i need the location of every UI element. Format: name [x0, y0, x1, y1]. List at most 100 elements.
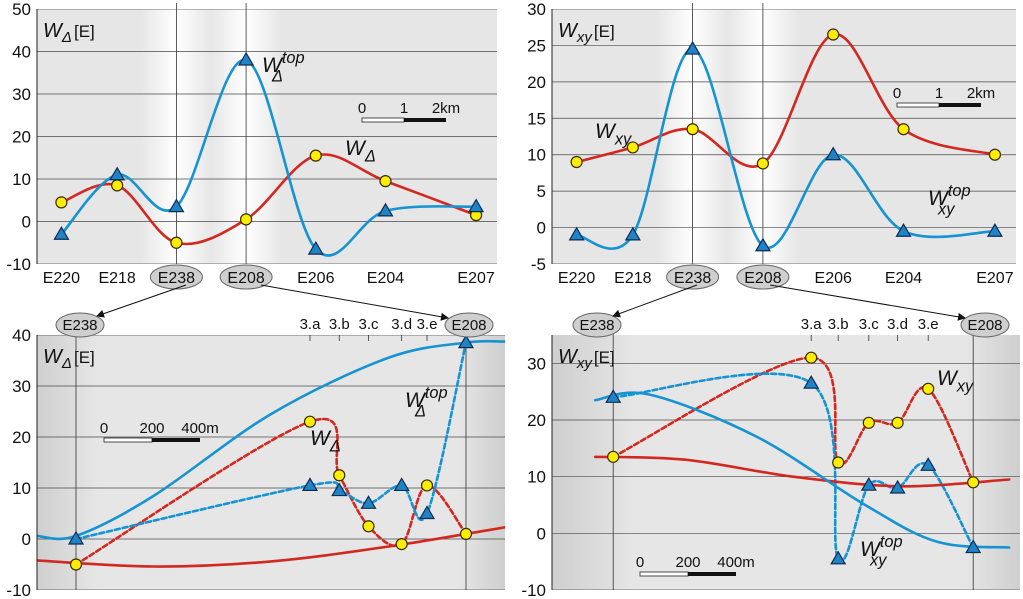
data-point-circle — [69, 558, 83, 571]
profile-label-3.c: 3.c — [358, 316, 379, 333]
ytick-label: 30 — [12, 85, 31, 104]
scalebar-top-right-label-2: 2km — [967, 85, 995, 102]
ytick-label: 20 — [527, 411, 546, 430]
arrow-e208-left — [260, 284, 449, 321]
data-point-triangle — [360, 495, 377, 509]
ytick-label: 10 — [12, 479, 31, 498]
xtick-label-E207: E207 — [976, 270, 1013, 287]
data-point-triangle — [238, 51, 255, 66]
ytick-label: 40 — [12, 326, 31, 345]
ytick-label: 20 — [527, 73, 546, 92]
data-point-circle — [988, 148, 1002, 161]
ytick-label: -10 — [6, 255, 31, 274]
data-point-circle — [111, 179, 124, 192]
data-point-circle — [967, 476, 980, 489]
well-shade-left — [552, 335, 636, 590]
profile-label-3.b: 3.b — [329, 316, 350, 333]
data-point-circle — [303, 415, 317, 428]
panel-bottom-right: 3.a 3.b 3.c 3.d 3.e -10 0 10 20 30 Wxy [E] Wxy Wtop xy… — [521, 316, 1020, 599]
scalebar-top-left-label-0: 0 — [358, 100, 366, 117]
ytick-label: 40 — [12, 43, 31, 62]
xtick-label-E206: E206 — [297, 270, 334, 287]
xtick-label-E204: E204 — [885, 270, 922, 287]
xtick-tag-E208 — [219, 264, 273, 290]
data-point-circle — [570, 155, 583, 169]
xtick-label-E206: E206 — [815, 270, 852, 287]
plot-area — [37, 335, 505, 590]
scalebar-top-right-label-1: 1 — [935, 85, 943, 102]
xtick-label-E238: E238 — [158, 270, 195, 287]
scalebar-bottom-right-label-0: 0 — [636, 554, 644, 571]
profile-label-3.e: 3.e — [417, 316, 438, 333]
data-point-triangle — [393, 477, 410, 492]
data-point-circle — [922, 382, 935, 395]
data-point-triangle — [684, 40, 701, 55]
profile-label-3.b: 3.b — [828, 316, 849, 333]
scalebar-top-right-white — [896, 102, 940, 108]
well-tag-right-start-label: E238 — [579, 317, 614, 334]
data-point-triangle — [53, 226, 70, 240]
annotation-w-delta: WΔ — [310, 427, 341, 455]
scalebar-bottom-right-label-2: 400m — [717, 554, 755, 571]
series-line-3 — [593, 391, 1011, 549]
xtick-label-E238: E238 — [674, 270, 711, 287]
data-point-triangle — [986, 223, 1003, 237]
data-point-triangle — [889, 479, 906, 494]
ytick-label: 10 — [527, 146, 546, 165]
well-shade-right — [458, 335, 505, 590]
well-tag-left-start-label: E238 — [62, 317, 97, 334]
data-point-circle — [309, 149, 322, 162]
ytick-label: 10 — [527, 468, 546, 487]
well-tag-left-end-label: E208 — [451, 317, 486, 334]
data-point-triangle — [754, 237, 771, 252]
data-point-triangle — [457, 334, 475, 349]
data-point-circle — [362, 520, 375, 533]
scalebar-bottom-left-label-1: 200 — [139, 420, 164, 437]
data-point-triangle — [331, 482, 348, 497]
axis-title: WΔ [E] — [43, 346, 95, 372]
data-point-circle — [607, 450, 620, 463]
scalebar-top-right-label-0: 0 — [893, 85, 901, 102]
data-point-circle — [55, 196, 68, 209]
data-point-triangle — [920, 457, 937, 471]
annotation-w-delta-top: Wtop Δ — [262, 49, 305, 85]
ytick-label: 50 — [12, 0, 31, 19]
xtick-label-E218: E218 — [98, 270, 135, 287]
data-point-circle — [897, 123, 910, 136]
profile-label-3.a: 3.a — [300, 316, 322, 333]
ytick-label: 0 — [537, 219, 546, 238]
axis-title: WΔ [E] — [43, 20, 95, 46]
xtick-label-E218: E218 — [614, 270, 651, 287]
data-point-circle — [239, 213, 253, 226]
scalebar-bottom-right-black — [688, 572, 736, 576]
well-tag-left-end — [444, 312, 494, 338]
scalebar-bottom-left-white — [103, 437, 153, 443]
series-line-1 — [575, 47, 997, 250]
data-point-triangle — [67, 530, 85, 545]
xtick-tag-E238 — [666, 264, 720, 290]
profile-label-3.d: 3.d — [887, 316, 908, 333]
ytick-label: 20 — [12, 428, 31, 447]
axis-title: Wxy [E] — [558, 346, 615, 372]
ytick-label: 0 — [537, 524, 546, 543]
data-point-circle — [459, 527, 473, 541]
xtick-tag-E238 — [149, 264, 203, 290]
series-line-2 — [37, 526, 505, 568]
annotation-w-delta-top: Wtop Δ — [405, 384, 448, 420]
data-point-circle — [626, 141, 639, 154]
well-tag-right-end-label: E208 — [967, 317, 1002, 334]
data-point-triangle — [109, 166, 126, 181]
profile-label-3.c: 3.c — [859, 316, 880, 333]
ytick-label: 30 — [527, 354, 546, 373]
ytick-label: 0 — [22, 530, 31, 549]
annotation-w-xy-top: Wtop xy — [860, 533, 903, 569]
data-point-triangle — [568, 226, 585, 241]
annotation-w-xy: Wxy — [595, 120, 632, 148]
annotation-w-delta: WΔ — [345, 137, 376, 165]
arrow-e238-right — [612, 284, 698, 318]
panel-bottom-left: 3.a 3.b 3.c 3.d 3.e -10 0 10 20 30 40 WΔ [E] WΔ Wtop Δ 0… — [6, 316, 505, 599]
ytick-label: 0 — [22, 213, 31, 232]
xtick-label-E208: E208 — [744, 270, 781, 287]
